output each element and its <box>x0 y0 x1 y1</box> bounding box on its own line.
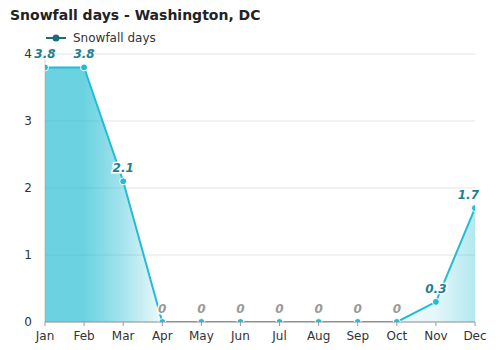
data-label: 3.8 <box>34 47 55 61</box>
data-label: 0 <box>158 302 166 316</box>
data-labels: 3.8 3.8 2.1 0 0 0 0 0 0 0 0.3 1.7 <box>34 47 479 316</box>
plot-area <box>45 64 475 322</box>
x-tick <box>357 322 358 326</box>
x-tick <box>45 322 46 326</box>
x-tick <box>201 322 202 326</box>
grid-line <box>45 121 475 122</box>
chart: 0 1 2 3 4 Jan Feb Mar Apr May Jun Jul Aug Sep Oct Nov De… <box>0 0 500 350</box>
area <box>45 67 475 322</box>
x-tick-label: Nov <box>424 329 447 343</box>
y-tick-label: 2 <box>24 181 32 195</box>
line <box>45 67 475 322</box>
title: Snowfall days - Washington, DC <box>10 7 261 23</box>
chart-container: 0 1 2 3 4 Jan Feb Mar Apr May Jun Jul Aug Sep Oct Nov De… <box>0 0 500 350</box>
marker <box>354 319 361 323</box>
marker <box>198 319 205 323</box>
marker <box>432 298 439 305</box>
x-tick <box>123 322 124 326</box>
x-tick <box>279 322 280 326</box>
x-tick-label: Dec <box>463 329 486 343</box>
x-tick <box>435 322 436 326</box>
x-tick <box>84 322 85 326</box>
x-tick <box>396 322 397 326</box>
legend-label: Snowfall days <box>73 31 156 45</box>
grid-line <box>45 54 475 55</box>
marker <box>45 64 49 71</box>
marker <box>120 178 127 185</box>
marker <box>276 319 283 323</box>
legend-marker <box>53 35 60 42</box>
marker <box>393 319 400 323</box>
x-tick <box>318 322 319 326</box>
y-tick-label: 0 <box>24 315 32 329</box>
x-tick <box>162 322 163 326</box>
x-tick-label: Sep <box>346 329 369 343</box>
marker <box>315 319 322 323</box>
x-tick-label: Mar <box>112 329 135 343</box>
x-tick <box>240 322 241 326</box>
x-tick-label: Aug <box>307 329 330 343</box>
x-tick-label: Apr <box>152 329 173 343</box>
data-label: 0.3 <box>425 282 446 296</box>
x-tick-label: May <box>189 329 214 343</box>
data-label: 3.8 <box>73 47 94 61</box>
y-tick-label: 1 <box>24 248 32 262</box>
marker <box>81 64 88 71</box>
data-label: 0 <box>197 302 205 316</box>
legend-item: Snowfall days <box>46 31 156 45</box>
data-label: 1.7 <box>458 188 480 202</box>
x-tick-label: Jan <box>35 329 55 343</box>
x-tick <box>475 322 476 326</box>
x-tick-label: Jul <box>271 329 286 343</box>
marker <box>237 319 244 323</box>
data-label: 0 <box>314 302 322 316</box>
data-label: 0 <box>354 302 362 316</box>
data-label: 0 <box>236 302 244 316</box>
data-label: 2.1 <box>113 161 134 175</box>
x-tick-label: Jun <box>230 329 250 343</box>
data-label: 0 <box>275 302 283 316</box>
marker <box>159 319 166 323</box>
y-tick-label: 3 <box>24 114 32 128</box>
x-tick-label: Oct <box>386 329 407 343</box>
y-tick-label: 4 <box>24 47 32 61</box>
marker <box>472 205 476 212</box>
data-label: 0 <box>393 302 401 316</box>
x-tick-label: Feb <box>73 329 94 343</box>
